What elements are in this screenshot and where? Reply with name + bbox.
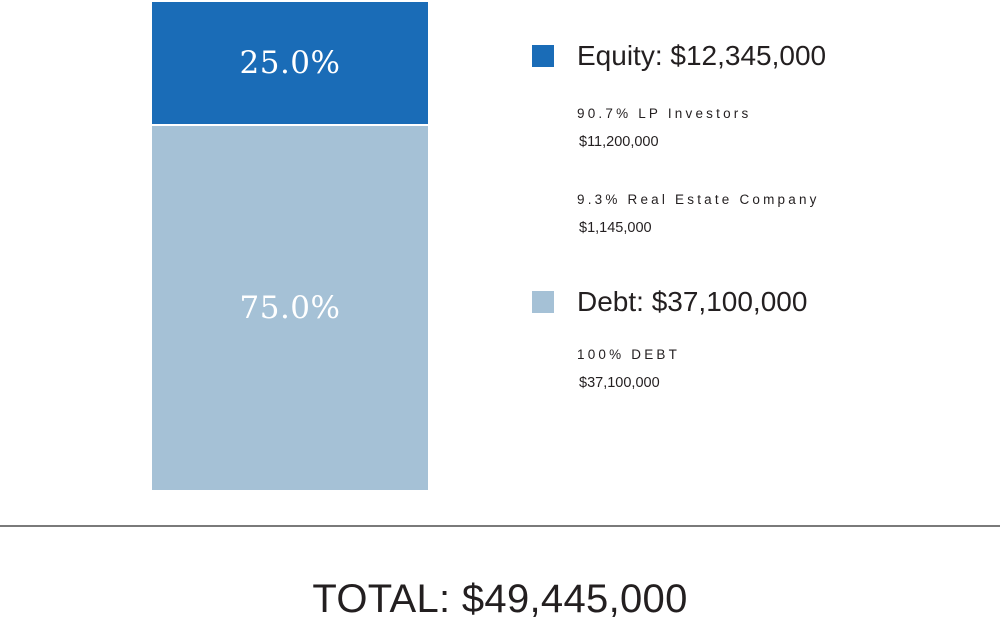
legend-entry-equity: Equity: $12,345,000 [532, 36, 972, 76]
bar-label-equity: 25.0% [239, 45, 341, 81]
legend-entry-debt: Debt: $37,100,000 [532, 282, 972, 322]
bar-segment-equity: 25.0% [152, 2, 428, 124]
bar-label-debt: 75.0% [239, 290, 341, 326]
stacked-bar: 25.0% 75.0% [152, 2, 428, 490]
legend-group-equity: Equity: $12,345,000 90.7% LP Investors $… [532, 36, 972, 276]
breakdown-label: 90.7% LP Investors [577, 106, 752, 121]
total-label: TOTAL: $49,445,000 [312, 577, 688, 621]
breakdown-item-real-estate-company: 9.3% Real Estate Company $1,145,000 [577, 190, 972, 276]
legend-title-equity: Equity: $12,345,000 [577, 40, 827, 71]
breakdown-value: $37,100,000 [579, 375, 660, 391]
breakdown-label: 9.3% Real Estate Company [577, 192, 820, 207]
breakdown-item-debt: 100% DEBT $37,100,000 [577, 345, 972, 431]
legend-swatch-equity [532, 45, 554, 67]
legend-group-debt: Debt: $37,100,000 100% DEBT $37,100,000 [532, 282, 972, 431]
breakdown-value: $11,200,000 [579, 134, 659, 150]
legend-title-debt: Debt: $37,100,000 [577, 286, 808, 317]
legend-swatch-debt [532, 291, 554, 313]
breakdown-value: $1,145,000 [579, 220, 652, 236]
breakdown-item-lp-investors: 90.7% LP Investors $11,200,000 [577, 104, 972, 190]
breakdown-label: 100% DEBT [577, 347, 681, 362]
bar-segment-debt: 75.0% [152, 124, 428, 490]
divider [0, 525, 1000, 527]
